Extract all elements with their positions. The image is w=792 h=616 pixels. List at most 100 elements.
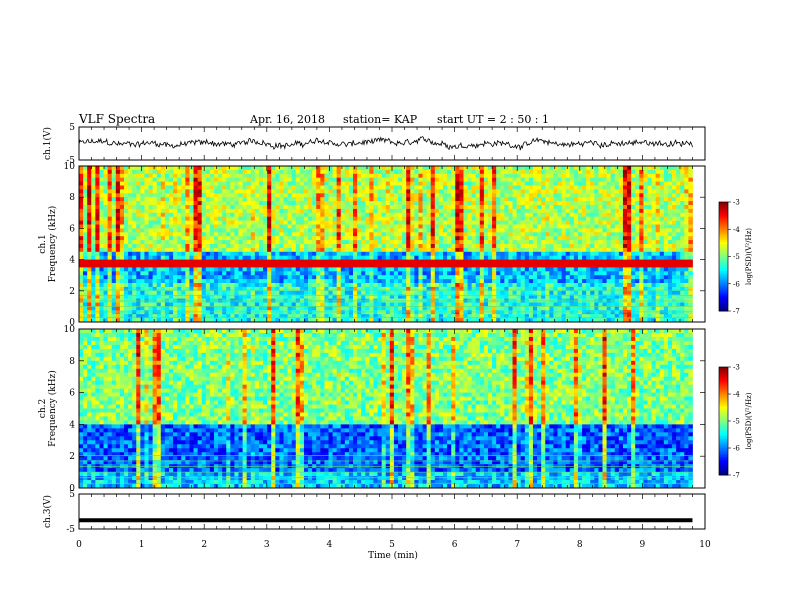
spectrogram-cell: [161, 228, 165, 232]
spectrogram-cell: [173, 174, 177, 178]
spectrogram-cell: [431, 264, 435, 268]
spectrogram-cell: [357, 240, 361, 244]
spectrogram-cell: [165, 189, 169, 193]
spectrogram-cell: [594, 174, 598, 178]
spectrogram-cell: [594, 182, 598, 186]
spectrogram-cell: [153, 209, 157, 213]
spectrogram-cell: [513, 166, 517, 170]
spectrogram-cell: [120, 244, 124, 248]
spectrogram-cell: [443, 228, 447, 232]
spectrogram-cell: [194, 217, 198, 221]
spectrogram-cell: [177, 271, 181, 275]
spectrogram-cell: [382, 283, 386, 287]
spectrogram-cell: [529, 189, 533, 193]
spectrogram-cell: [316, 271, 320, 275]
spectrogram-cell: [488, 260, 492, 264]
spectrogram-cell: [598, 174, 602, 178]
spectrogram-cell: [312, 228, 316, 232]
spectrogram-cell: [402, 197, 406, 201]
spectrogram-cell: [214, 225, 218, 229]
spectrogram-cell: [169, 260, 173, 264]
spectrogram-cell: [623, 197, 627, 201]
spectrogram-cell: [165, 166, 169, 170]
spectrogram-cell: [623, 213, 627, 217]
spectrogram-cell: [390, 256, 394, 260]
spectrogram-cell: [341, 275, 345, 279]
spectrogram-cell: [603, 189, 607, 193]
spectrogram-cell: [128, 260, 132, 264]
spectrogram-cell: [427, 267, 431, 271]
spectrogram-cell: [234, 197, 238, 201]
spectrogram-cell: [288, 283, 292, 287]
spectrogram-cell: [275, 271, 279, 275]
spectrogram-cell: [349, 256, 353, 260]
spectrogram-cell: [337, 240, 341, 244]
spectrogram-cell: [214, 174, 218, 178]
spectrogram-cell: [500, 201, 504, 205]
spectrogram-cell: [545, 221, 549, 225]
spectrogram-cell: [386, 240, 390, 244]
spectrogram-cell: [598, 248, 602, 252]
spectrogram-cell: [586, 221, 590, 225]
spectrogram-cell: [173, 217, 177, 221]
spectrogram-cell: [275, 232, 279, 236]
spectrogram-cell: [447, 248, 451, 252]
spectrogram-cell: [590, 201, 594, 205]
spectrogram-cell: [480, 240, 484, 244]
spectrogram-cell: [259, 244, 263, 248]
spectrogram-cell: [647, 170, 651, 174]
spectrogram-cell: [463, 260, 467, 264]
spectrogram-cell: [132, 174, 136, 178]
spectrogram-cell: [369, 283, 373, 287]
spectrogram-cell: [333, 166, 337, 170]
spectrogram-cell: [357, 170, 361, 174]
spectrogram-cell: [83, 228, 87, 232]
spectrogram-cell: [136, 271, 140, 275]
spectrogram-cell: [468, 166, 472, 170]
spectrogram-cell: [607, 166, 611, 170]
spectrogram-cell: [660, 256, 664, 260]
spectrogram-cell: [320, 287, 324, 291]
spectrogram-cell: [312, 256, 316, 260]
spectrogram-cell: [333, 244, 337, 248]
spectrogram-cell: [308, 236, 312, 240]
spectrogram-cell: [292, 213, 296, 217]
spectrogram-cell: [267, 283, 271, 287]
spectrogram-cell: [202, 240, 206, 244]
spectrogram-cell: [79, 197, 83, 201]
spectrogram-cell: [157, 217, 161, 221]
spectrogram-cell: [468, 170, 472, 174]
spectrogram-cell: [378, 205, 382, 209]
spectrogram-cell: [116, 189, 120, 193]
spectrogram-cell: [647, 182, 651, 186]
spectrogram-cell: [406, 248, 410, 252]
spectrogram-cell: [165, 193, 169, 197]
spectrogram-cell: [234, 244, 238, 248]
spectrogram-cell: [529, 221, 533, 225]
spectrogram-cell: [455, 279, 459, 283]
spectrogram-cell: [402, 271, 406, 275]
spectrogram-cell: [586, 256, 590, 260]
spectrogram-cell: [104, 197, 108, 201]
spectrogram-cell: [218, 186, 222, 190]
spectrogram-cell: [492, 178, 496, 182]
spectrogram-cell: [153, 248, 157, 252]
spectrogram-cell: [549, 197, 553, 201]
spectrogram-cell: [521, 201, 525, 205]
spectrogram-cell: [234, 291, 238, 295]
spectrogram-cell: [279, 225, 283, 229]
spectrogram-cell: [541, 225, 545, 229]
spectrogram-cell: [676, 209, 680, 213]
spectrogram-cell: [349, 279, 353, 283]
spectrogram-cell: [243, 228, 247, 232]
spectrogram-cell: [255, 248, 259, 252]
spectrogram-cell: [136, 228, 140, 232]
spectrogram-cell: [472, 279, 476, 283]
spectrogram-cell: [263, 279, 267, 283]
spectrogram-cell: [263, 228, 267, 232]
spectrogram-cell: [300, 287, 304, 291]
spectrogram-cell: [218, 189, 222, 193]
spectrogram-cell: [660, 267, 664, 271]
spectrogram-cell: [672, 236, 676, 240]
spectrogram-cell: [87, 217, 91, 221]
